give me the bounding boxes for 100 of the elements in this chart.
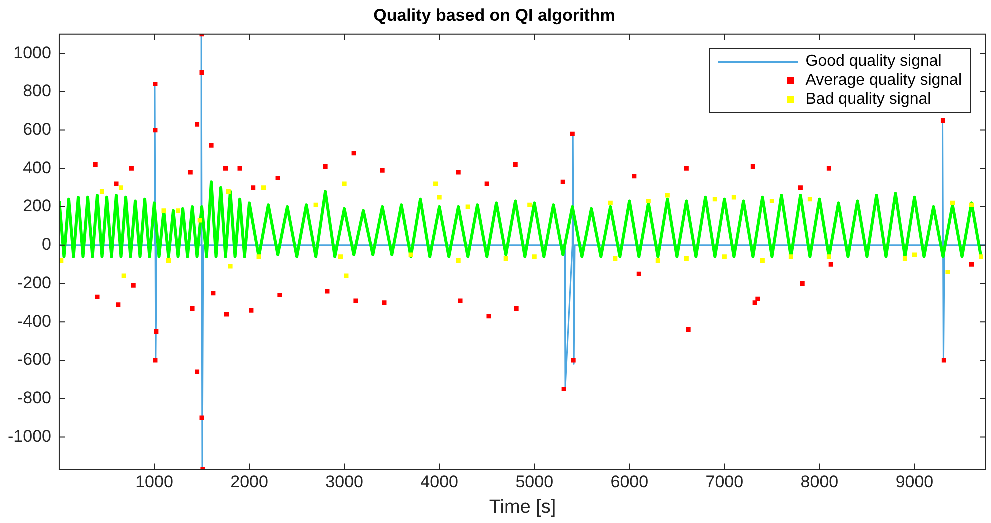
point — [382, 300, 387, 306]
point — [116, 302, 121, 308]
point — [153, 358, 158, 363]
point — [380, 168, 385, 173]
point — [352, 151, 356, 156]
point — [256, 254, 262, 260]
point — [338, 254, 344, 260]
point — [195, 122, 200, 127]
point — [560, 180, 566, 184]
point — [131, 283, 136, 288]
point — [486, 314, 492, 319]
y-tick-label: 600 — [23, 120, 52, 139]
point — [570, 132, 575, 136]
point — [532, 254, 537, 260]
point — [940, 118, 946, 123]
point — [262, 186, 266, 190]
x-tick-label: 8000 — [800, 472, 839, 492]
point — [200, 416, 204, 420]
point — [798, 186, 803, 190]
point — [946, 270, 950, 275]
y-tick-label: 400 — [23, 158, 52, 178]
point — [458, 298, 463, 304]
point — [122, 274, 126, 278]
point — [437, 195, 442, 200]
point — [118, 186, 124, 190]
point — [325, 289, 330, 294]
point — [808, 197, 812, 202]
point — [114, 182, 119, 186]
point — [752, 300, 758, 306]
point — [826, 254, 832, 260]
point — [636, 272, 642, 276]
point — [153, 82, 158, 87]
point — [226, 189, 231, 194]
point — [166, 258, 172, 263]
point — [154, 329, 159, 334]
point — [188, 170, 193, 175]
y-tick-label: -200 — [17, 273, 52, 292]
point — [93, 162, 98, 168]
point — [514, 306, 519, 311]
point — [198, 218, 202, 223]
point — [828, 262, 834, 267]
x-tick-label: 1000 — [136, 472, 174, 492]
point — [434, 182, 438, 186]
x-tick-label: 9000 — [896, 472, 934, 492]
point — [354, 298, 358, 304]
y-tick-label: -1000 — [8, 426, 52, 446]
point — [750, 164, 756, 170]
point — [95, 294, 100, 300]
point — [562, 386, 566, 392]
point — [238, 166, 242, 171]
point — [278, 292, 282, 298]
point — [129, 166, 134, 171]
point — [684, 166, 689, 171]
point — [456, 258, 461, 263]
point — [251, 186, 256, 190]
point — [484, 182, 490, 186]
point — [342, 182, 347, 186]
point — [800, 281, 805, 286]
point — [408, 252, 414, 258]
point — [712, 197, 718, 202]
point — [942, 358, 946, 363]
point — [969, 262, 974, 267]
point — [613, 256, 618, 262]
y-tick-label: -800 — [17, 388, 52, 408]
x-tick-label: 6000 — [610, 472, 649, 492]
point — [209, 143, 214, 148]
point — [153, 128, 158, 133]
point — [228, 264, 233, 269]
legend-label: Bad quality signal — [806, 90, 932, 109]
point — [528, 202, 532, 208]
point — [760, 258, 765, 263]
point — [224, 312, 229, 317]
point — [826, 166, 832, 171]
point — [323, 164, 328, 170]
y-tick-label: 800 — [23, 82, 52, 101]
point — [632, 174, 637, 179]
y-tick-label: -600 — [17, 350, 52, 370]
point — [978, 254, 984, 260]
point — [969, 202, 974, 208]
y-tick-label: 1000 — [14, 43, 52, 62]
x-tick-label: 4000 — [420, 472, 459, 492]
point — [224, 166, 228, 171]
point — [756, 296, 760, 302]
point — [686, 328, 691, 332]
point — [200, 70, 204, 76]
point — [276, 176, 280, 181]
point — [249, 308, 254, 313]
point — [456, 170, 461, 175]
point — [195, 370, 200, 374]
point — [665, 193, 670, 198]
y-tick-label: 0 — [42, 235, 52, 254]
point — [684, 256, 689, 262]
chart-title: Quality based on QI algorithm — [374, 6, 616, 25]
point — [912, 252, 917, 258]
point — [190, 306, 195, 311]
point — [722, 254, 727, 260]
point — [504, 256, 508, 262]
legend-label: Average quality signal — [806, 71, 962, 90]
point — [608, 200, 613, 206]
x-axis-title: Time [s] — [489, 496, 556, 518]
